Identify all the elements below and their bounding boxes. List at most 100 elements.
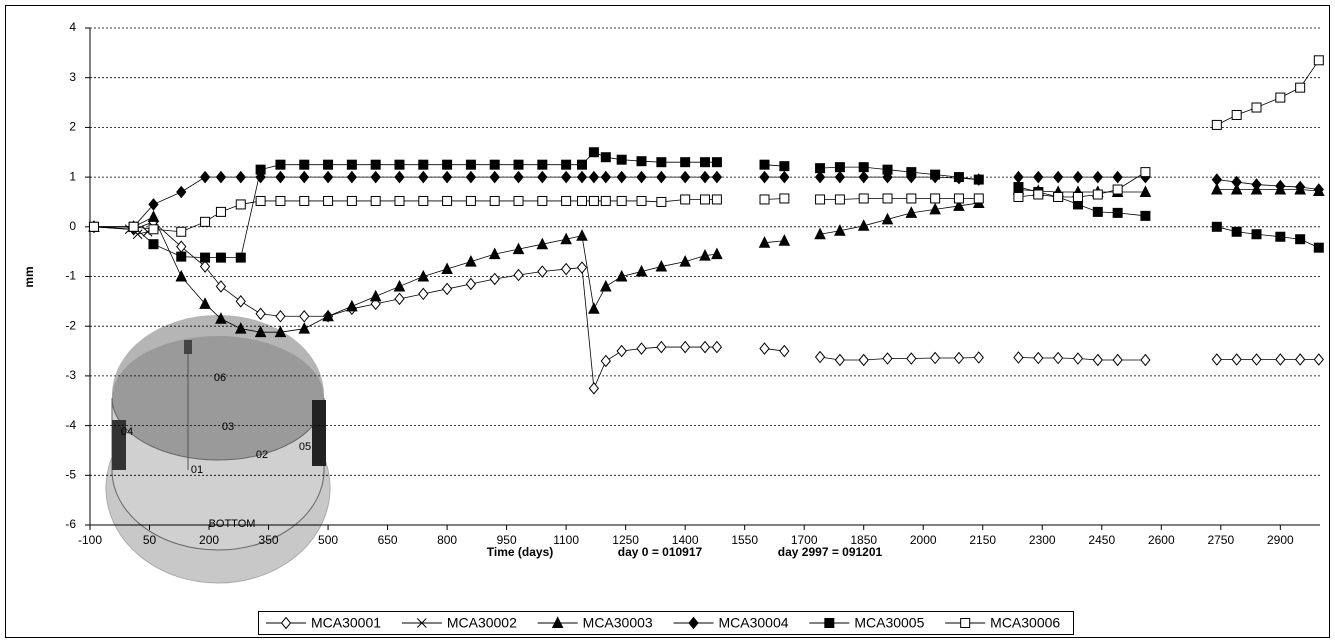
marker [441,262,453,275]
marker [537,195,548,206]
marker [394,292,405,306]
marker [814,170,826,184]
marker [254,325,267,338]
marker [199,260,211,273]
marker [275,170,286,184]
marker [1313,183,1324,196]
x-tick-label: -100 [78,533,102,547]
marker [255,195,266,206]
marker [1092,189,1103,200]
marker [635,264,648,277]
marker [513,195,524,206]
marker [1275,92,1286,103]
marker [1231,109,1242,120]
marker [577,159,587,170]
marker [680,194,691,205]
marker [1112,184,1123,195]
marker [600,152,611,163]
marker [513,268,524,282]
x-tick-label: 800 [437,533,457,547]
marker [680,340,691,354]
marker [1275,231,1286,242]
marker [418,170,429,184]
y-tick-label: -2 [65,318,76,332]
y-tick-label: -1 [65,269,76,283]
marker [561,195,572,206]
marker [656,340,667,354]
marker [953,172,964,183]
marker [465,254,477,267]
marker [929,351,941,365]
inset-label: 03 [222,421,234,433]
x-tick-label: 500 [318,533,338,547]
marker [779,161,790,172]
marker [200,252,211,263]
marker [1295,353,1306,366]
series-line [819,202,979,235]
marker [175,269,188,282]
marker [370,159,381,170]
y-tick-label: 1 [69,169,76,183]
legend-marker [551,616,564,628]
marker [905,206,918,218]
marker [235,295,246,308]
marker [779,193,790,204]
inset-label: BOTTOM [209,518,256,530]
inset-label: 02 [256,449,268,461]
marker [536,237,549,250]
marker [537,170,548,184]
marker [394,170,405,184]
marker [953,193,964,204]
marker [1013,351,1024,364]
legend-marker [416,618,427,628]
marker [711,247,723,260]
marker [465,170,477,184]
marker [576,229,588,241]
marker [600,354,611,368]
marker [1092,206,1103,217]
marker [275,195,286,206]
y-axis-label: mm [22,266,36,287]
marker [906,193,917,204]
marker [1033,170,1044,184]
marker [636,170,647,184]
x-tick-label: 200 [199,533,219,547]
marker [199,297,211,309]
marker [148,224,159,235]
marker [1251,102,1262,113]
y-tick-label: -6 [65,517,76,531]
note: day 2997 = 091201 [778,545,883,559]
marker [1112,207,1123,218]
x-axis-label: Time (days) [487,545,553,559]
marker [394,159,405,170]
marker [88,221,99,232]
marker [759,342,770,355]
marker [1211,353,1222,366]
legend-label: MCA30003 [583,615,653,631]
legend-label: MCA30001 [311,615,381,631]
marker [255,307,266,321]
marker [711,340,723,354]
marker [1140,210,1151,221]
marker [560,262,572,276]
marker [418,287,429,301]
marker [346,159,357,170]
marker [778,234,791,246]
x-tick-label: 2000 [910,533,937,547]
legend-label: MCA30004 [719,615,789,631]
marker [299,170,310,184]
marker [858,193,869,204]
marker [759,194,770,205]
marker [577,195,587,206]
marker [1230,182,1243,195]
marker [1295,82,1306,93]
marker [1211,173,1222,186]
marker [1231,175,1242,189]
marker [1251,178,1262,191]
marker [369,289,382,302]
legend-label: MCA30006 [990,615,1060,631]
marker [441,282,453,296]
marker [1092,353,1103,367]
